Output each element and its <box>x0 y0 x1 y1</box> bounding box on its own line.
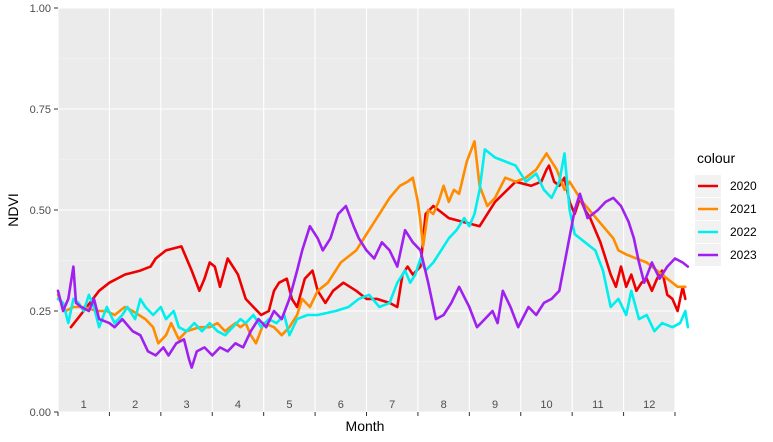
y-axis-ticks: 0.00 0.25 0.50 0.75 1.00 <box>30 3 58 419</box>
series-line-2023 <box>56 192 690 369</box>
y-tick-label: 0.50 <box>30 205 51 217</box>
y-tick-label: 1.00 <box>30 3 51 15</box>
x-axis-title: Month <box>346 418 385 434</box>
x-tick-label: 11 <box>592 399 603 411</box>
series-line-2022 <box>56 148 690 337</box>
y-tick-label: 0.00 <box>30 407 51 419</box>
legend-label-2020: 2020 <box>730 179 757 193</box>
x-tick-label: 5 <box>286 399 292 411</box>
series-line-2020 <box>69 164 687 329</box>
x-tick-label: 12 <box>643 399 655 411</box>
legend: colour 2020 2021 2022 2023 <box>695 150 757 266</box>
legend-label-2022: 2022 <box>730 225 757 239</box>
x-tick-label: 1 <box>81 399 87 411</box>
y-tick-label: 0.75 <box>30 104 51 116</box>
x-tick-label: 8 <box>441 399 447 411</box>
y-tick-label: 0.25 <box>30 306 51 318</box>
x-tick-label: 7 <box>389 399 395 411</box>
x-tick-label: 2 <box>132 399 138 411</box>
legend-title: colour <box>697 150 735 166</box>
legend-label-2023: 2023 <box>730 248 757 262</box>
series-lines <box>56 140 690 369</box>
y-axis-title: NDVI <box>5 193 21 226</box>
x-tick-label: 9 <box>492 399 498 411</box>
series-line-2021 <box>56 140 687 345</box>
x-axis-ticks: 1 2 3 4 5 6 7 8 9 10 11 12 <box>57 399 676 416</box>
x-tick-label: 10 <box>540 399 552 411</box>
legend-label-2021: 2021 <box>730 202 757 216</box>
x-tick-label: 4 <box>235 399 241 411</box>
x-tick-label: 6 <box>338 399 344 411</box>
x-tick-label: 3 <box>183 399 189 411</box>
